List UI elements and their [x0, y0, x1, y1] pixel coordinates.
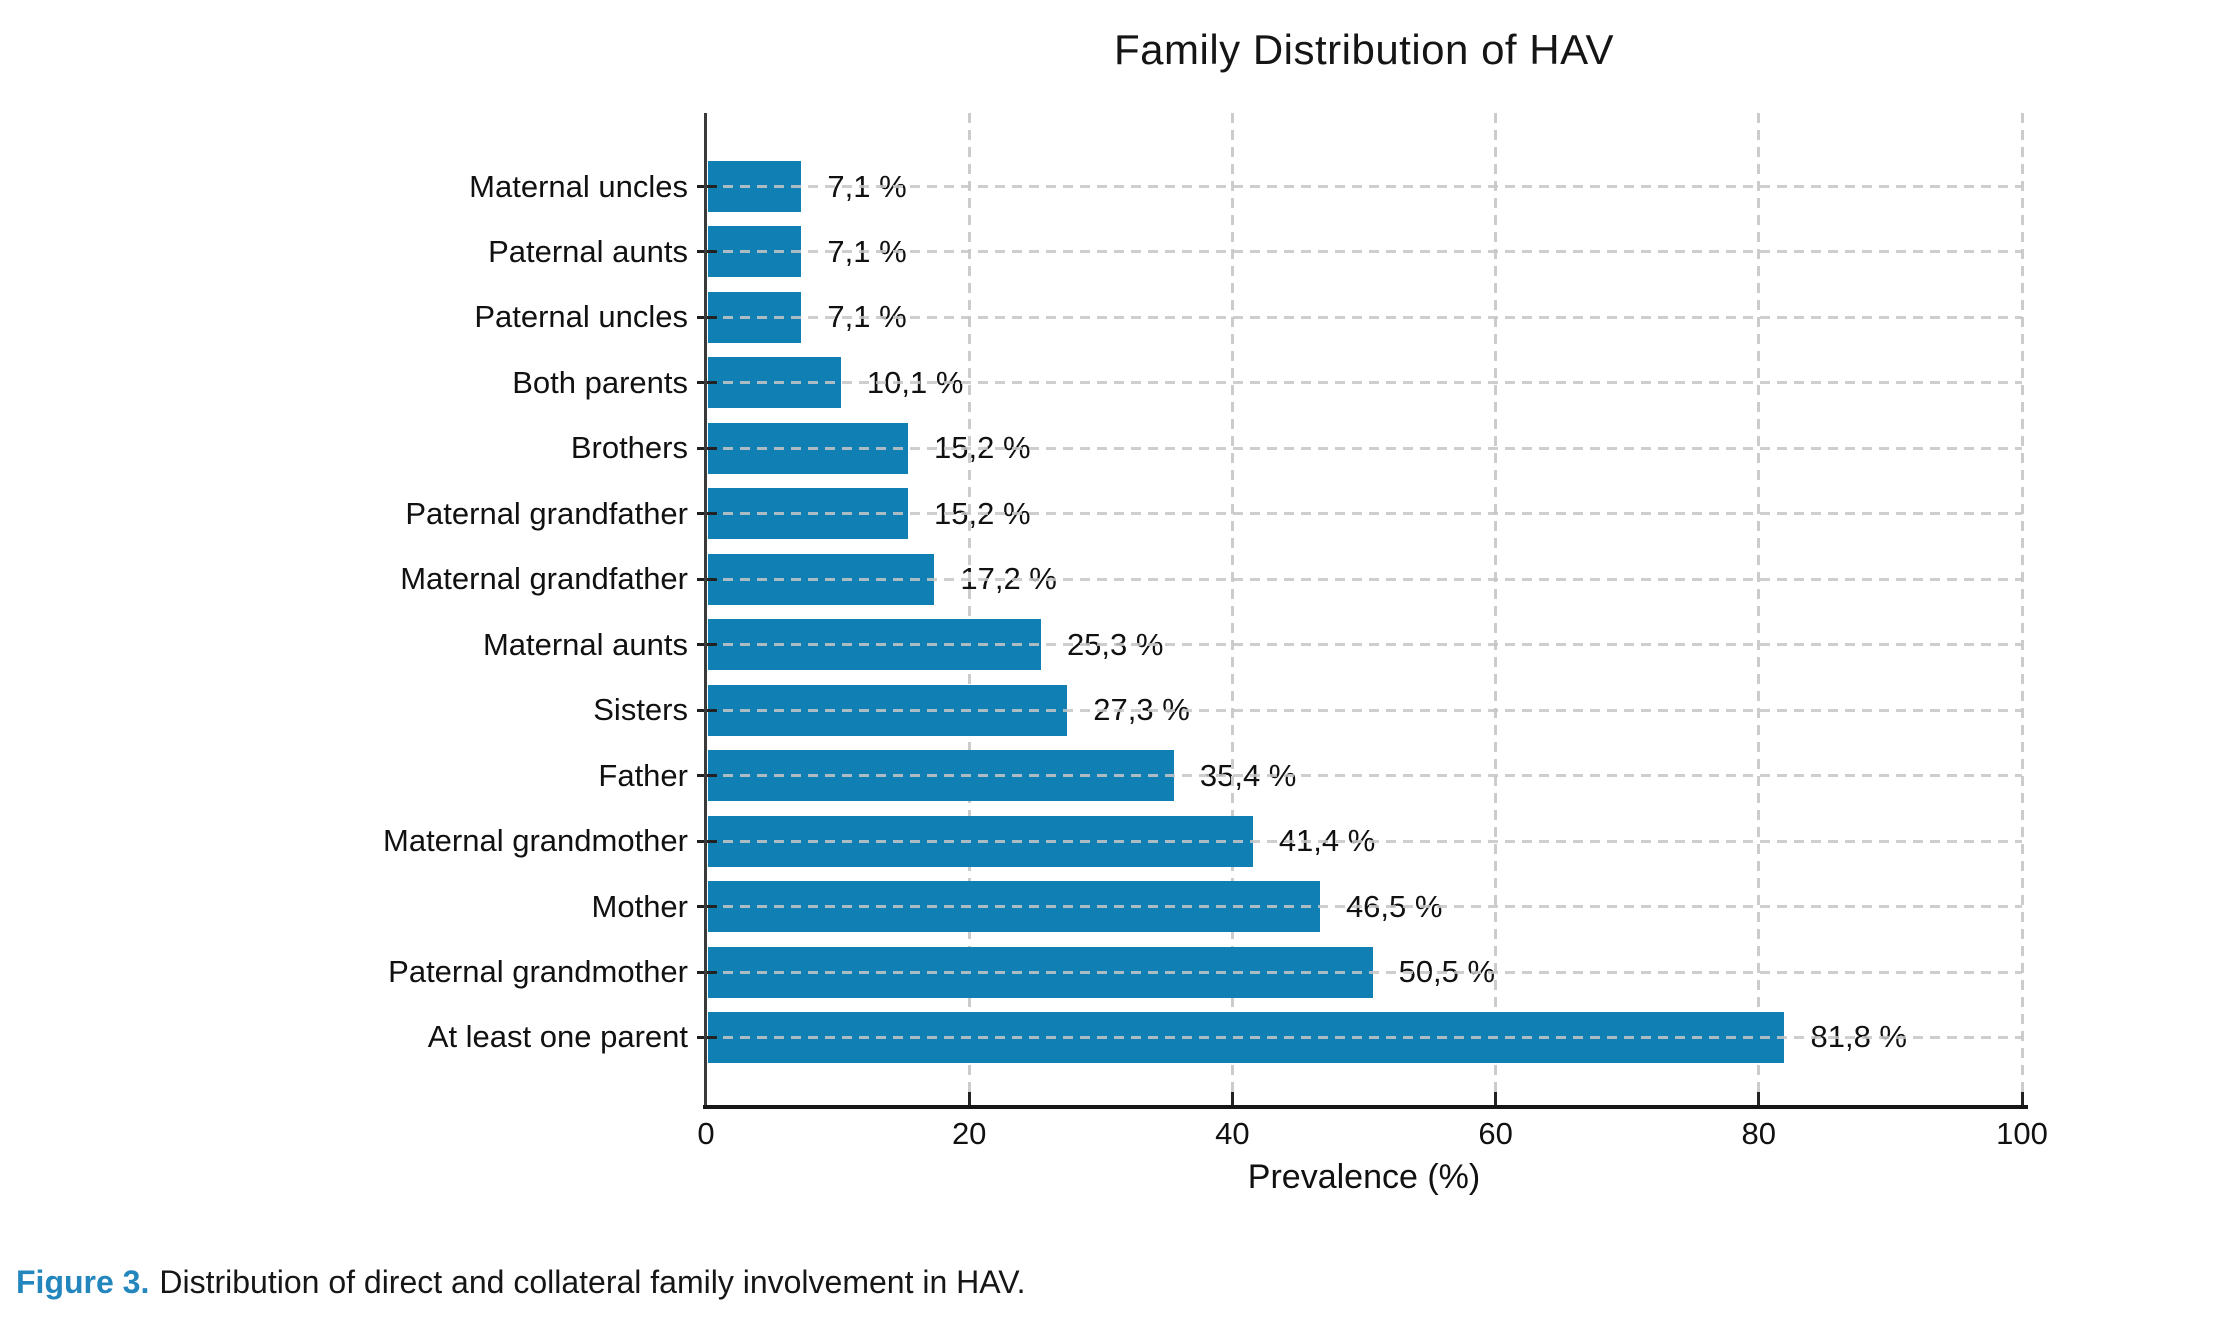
v-gridline — [2020, 113, 2024, 1105]
v-gridline — [1494, 113, 1498, 1105]
x-tick — [1230, 1092, 1234, 1105]
category-label: Paternal uncles — [474, 299, 688, 335]
h-gridline — [706, 185, 2022, 188]
x-tick-label: 60 — [1478, 1116, 1513, 1151]
category-label: Father — [598, 757, 688, 793]
h-gridline — [706, 839, 2022, 843]
chart-title: Family Distribution of HAV — [1113, 26, 1615, 73]
h-gridline — [706, 905, 2022, 909]
h-gridline — [706, 1035, 2022, 1039]
h-gridline — [706, 512, 2022, 516]
category-label: Maternal aunts — [482, 626, 688, 662]
h-gridline — [706, 381, 2022, 385]
y-tick — [697, 577, 717, 581]
h-gridline — [706, 577, 2022, 581]
category-label: Maternal uncles — [469, 168, 688, 204]
y-tick — [697, 774, 717, 778]
category-label: Paternal grandmother — [388, 954, 688, 990]
h-gridline — [706, 315, 2022, 319]
h-gridline — [706, 643, 2022, 647]
x-tick-label: 100 — [1996, 1116, 2048, 1151]
y-tick — [697, 446, 717, 450]
x-tick — [1757, 1092, 1761, 1105]
y-tick — [697, 512, 717, 516]
category-label: Paternal grandfather — [405, 495, 688, 531]
h-gridline — [706, 250, 2022, 254]
category-label: Sisters — [593, 692, 688, 728]
y-tick — [697, 315, 717, 319]
y-tick — [697, 839, 717, 843]
v-gridline — [967, 113, 971, 1105]
category-label: Mother — [591, 888, 688, 924]
figure-caption-text: Distribution of direct and collateral fa… — [159, 1264, 1026, 1300]
y-tick — [697, 905, 717, 909]
category-label: At least one parent — [427, 1019, 688, 1055]
y-tick — [697, 643, 717, 647]
x-tick — [2020, 1092, 2024, 1105]
y-tick — [697, 185, 717, 188]
h-gridline — [706, 446, 2022, 450]
category-label: Paternal aunts — [488, 233, 688, 269]
y-tick — [697, 708, 717, 712]
v-gridline — [1757, 113, 1761, 1105]
x-tick — [967, 1092, 971, 1105]
x-tick-label: 80 — [1741, 1116, 1777, 1151]
figure-caption: Figure 3. Distribution of direct and coll… — [16, 1264, 1026, 1301]
h-gridline — [706, 774, 2022, 778]
y-tick — [697, 1035, 717, 1039]
x-tick-label: 0 — [697, 1116, 715, 1151]
category-label: Maternal grandmother — [383, 823, 688, 859]
x-tick-label: 20 — [951, 1116, 987, 1151]
category-label: Maternal grandfather — [400, 561, 688, 597]
x-axis-label: Prevalence (%) — [1247, 1158, 1481, 1196]
v-gridline — [1230, 113, 1234, 1105]
y-tick — [697, 381, 717, 385]
figure-caption-label: Figure 3. — [16, 1264, 150, 1300]
h-gridline — [706, 970, 2022, 974]
x-axis-spine — [703, 1105, 2028, 1109]
y-tick — [697, 250, 717, 254]
category-label: Both parents — [512, 364, 688, 400]
x-tick-label: 40 — [1215, 1116, 1250, 1151]
x-tick — [1494, 1092, 1498, 1105]
y-axis-spine — [704, 113, 707, 1108]
h-gridline — [706, 708, 2022, 712]
category-label: Brothers — [570, 430, 688, 466]
y-tick — [697, 970, 717, 974]
